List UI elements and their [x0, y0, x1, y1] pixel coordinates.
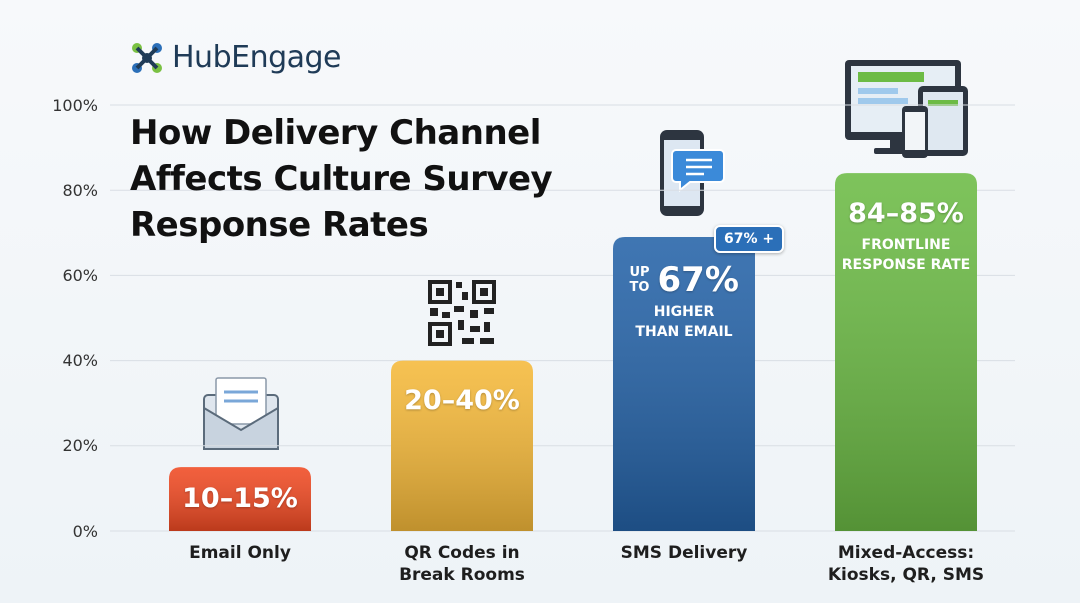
- x-tick-label: Email Only: [189, 543, 291, 563]
- bar-shade: [391, 360, 533, 531]
- x-tick-label: QR Codes in Break Rooms: [399, 543, 525, 585]
- bar-shade: [169, 467, 311, 531]
- y-tick-label: 60%: [62, 265, 98, 285]
- qr-icon: [428, 280, 496, 346]
- bar-shade: [613, 237, 755, 531]
- bar-label: 84–85%: [848, 197, 964, 229]
- phone-icon: [660, 130, 725, 216]
- y-tick-label: 100%: [52, 95, 98, 115]
- badge: 67% +: [714, 225, 785, 254]
- y-tick-label: 0%: [72, 521, 98, 541]
- bar-label-prefix: UP TO: [629, 265, 650, 296]
- y-tick-label: 40%: [62, 351, 98, 371]
- bar-label: 67%: [657, 260, 739, 301]
- bar-shade: [835, 173, 977, 531]
- logo: [132, 43, 162, 73]
- x-tick-label: SMS Delivery: [620, 543, 748, 563]
- envelope-icon: [203, 377, 279, 450]
- bar-label: 20–40%: [404, 385, 520, 417]
- x-tick-label: Mixed-Access: Kiosks, QR, SMS: [827, 543, 985, 585]
- brand-name: HubEngage: [172, 40, 342, 75]
- y-tick-label: 20%: [62, 436, 98, 456]
- bar-note: FRONTLINE RESPONSE RATE: [841, 237, 971, 274]
- bar-note: HIGHER THAN EMAIL: [635, 304, 733, 341]
- y-tick-label: 80%: [62, 180, 98, 200]
- bar-label: 10–15%: [182, 482, 298, 514]
- devices-icon: [845, 60, 968, 158]
- chart-title: How Delivery Channel Affects Culture Sur…: [130, 113, 553, 245]
